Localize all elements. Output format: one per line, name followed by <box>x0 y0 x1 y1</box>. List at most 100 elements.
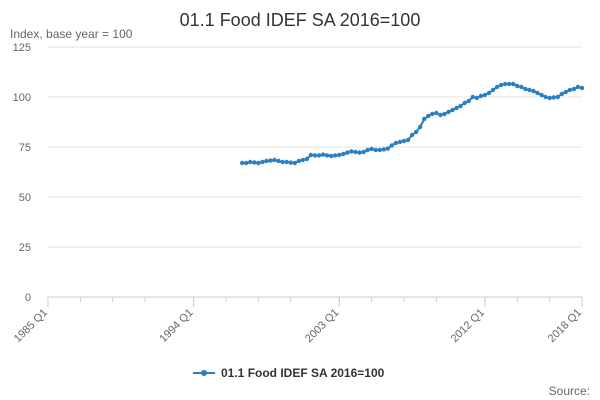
data-point[interactable] <box>316 153 322 158</box>
data-point[interactable] <box>498 82 504 88</box>
data-point[interactable] <box>324 153 330 158</box>
chart-title: 01.1 Food IDEF SA 2016=100 <box>180 10 421 30</box>
data-point[interactable] <box>442 111 447 117</box>
data-point[interactable] <box>474 95 480 101</box>
data-point[interactable] <box>413 129 419 135</box>
data-point[interactable] <box>276 158 281 164</box>
data-point[interactable] <box>482 92 488 98</box>
data-point[interactable] <box>575 84 581 90</box>
data-point[interactable] <box>438 112 443 118</box>
data-point[interactable] <box>543 94 548 100</box>
data-point[interactable] <box>272 157 277 163</box>
data-point[interactable] <box>539 92 544 98</box>
data-point[interactable] <box>462 100 467 106</box>
data-point[interactable] <box>446 109 451 115</box>
data-point[interactable] <box>288 160 293 165</box>
data-point[interactable] <box>486 90 492 96</box>
legend-label: 01.1 Food IDEF SA 2016=100 <box>221 366 385 380</box>
data-point[interactable] <box>490 87 496 93</box>
data-point[interactable] <box>527 87 532 93</box>
data-point[interactable] <box>434 110 439 116</box>
data-point[interactable] <box>280 159 285 165</box>
data-point[interactable] <box>579 85 585 91</box>
data-point[interactable] <box>345 150 350 155</box>
gridlines <box>48 46 582 298</box>
data-point[interactable] <box>519 84 524 90</box>
data-point[interactable] <box>466 98 471 104</box>
data-point[interactable] <box>333 153 338 158</box>
data-point[interactable] <box>422 116 427 122</box>
data-point[interactable] <box>320 152 326 157</box>
data-point[interactable] <box>256 160 261 166</box>
data-point[interactable] <box>308 152 314 158</box>
data-point[interactable] <box>393 140 399 146</box>
data-point[interactable] <box>454 105 459 111</box>
data-point[interactable] <box>535 90 540 96</box>
data-point[interactable] <box>401 138 407 144</box>
data-point[interactable] <box>312 153 318 158</box>
data-point[interactable] <box>511 81 516 87</box>
data-point[interactable] <box>284 159 289 165</box>
data-point[interactable] <box>353 149 358 155</box>
data-point[interactable] <box>296 158 302 164</box>
data-point[interactable] <box>268 158 273 163</box>
data-point[interactable] <box>430 111 435 117</box>
data-point[interactable] <box>426 113 431 119</box>
data-point[interactable] <box>494 84 500 90</box>
y-tick-label: 100 <box>13 92 31 104</box>
data-point[interactable] <box>260 159 265 165</box>
data-point[interactable] <box>341 151 346 157</box>
data-point[interactable] <box>328 153 334 159</box>
data-point[interactable] <box>531 88 536 94</box>
data-point[interactable] <box>458 103 463 109</box>
y-tick-label: 25 <box>19 242 31 254</box>
data-point[interactable] <box>559 91 564 97</box>
data-point[interactable] <box>515 83 520 89</box>
data-point[interactable] <box>478 93 484 99</box>
data-point[interactable] <box>365 147 370 153</box>
data-point[interactable] <box>357 150 362 155</box>
data-point[interactable] <box>349 149 354 154</box>
data-point[interactable] <box>567 87 573 93</box>
data-point[interactable] <box>450 107 455 113</box>
y-axis-ticks: 0 25 50 75 100 125 <box>13 42 31 304</box>
data-point[interactable] <box>397 139 403 145</box>
data-point[interactable] <box>264 158 269 164</box>
x-tick-label: 2018 Q1 <box>546 307 584 345</box>
data-point[interactable] <box>337 152 342 158</box>
y-axis-label: Index, base year = 100 <box>10 27 133 41</box>
data-point[interactable] <box>300 157 306 163</box>
data-point[interactable] <box>361 149 366 155</box>
data-point[interactable] <box>555 94 560 100</box>
y-tick-label: 50 <box>19 192 31 204</box>
data-point[interactable] <box>502 81 508 87</box>
data-point[interactable] <box>244 160 249 166</box>
data-point[interactable] <box>417 124 423 130</box>
x-axis: 1985 Q1 1994 Q1 2003 Q1 2012 Q1 2018 Q1 <box>12 297 584 345</box>
data-point[interactable] <box>373 147 378 153</box>
data-point[interactable] <box>409 132 415 138</box>
data-point[interactable] <box>506 81 512 87</box>
data-point[interactable] <box>385 146 391 151</box>
data-point[interactable] <box>551 95 556 100</box>
y-tick-label: 0 <box>25 292 31 304</box>
data-point[interactable] <box>239 160 245 166</box>
data-point[interactable] <box>252 160 257 165</box>
x-tick-label: 1985 Q1 <box>12 307 50 345</box>
data-point[interactable] <box>547 95 552 101</box>
data-point[interactable] <box>248 159 253 165</box>
legend[interactable]: 01.1 Food IDEF SA 2016=100 <box>193 366 385 380</box>
data-point[interactable] <box>304 156 310 162</box>
data-point[interactable] <box>389 143 395 148</box>
source-label: Source: <box>549 384 590 398</box>
data-point[interactable] <box>470 94 475 100</box>
data-point[interactable] <box>381 147 386 152</box>
data-point[interactable] <box>292 160 297 166</box>
data-point[interactable] <box>563 89 569 95</box>
data-point[interactable] <box>523 86 528 92</box>
data-point[interactable] <box>571 86 577 92</box>
data-point[interactable] <box>369 146 374 152</box>
data-point[interactable] <box>405 137 411 143</box>
data-point[interactable] <box>377 147 382 153</box>
y-tick-label: 125 <box>13 42 31 54</box>
